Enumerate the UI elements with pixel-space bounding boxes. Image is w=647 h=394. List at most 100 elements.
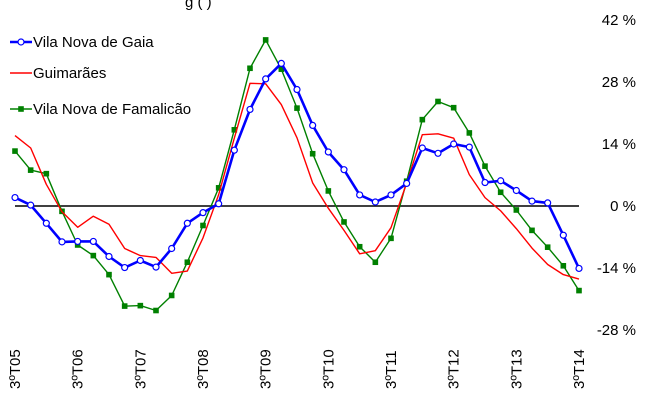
data-point — [513, 207, 520, 213]
data-point — [481, 178, 489, 187]
legend-item: Vila Nova de Famalicão — [10, 101, 191, 118]
legend-label: Vila Nova de Famalicão — [33, 101, 191, 118]
data-point — [74, 237, 82, 246]
y-tick-label: 14 % — [602, 136, 636, 153]
data-point — [27, 167, 34, 173]
series-vila-nova-de-gaia — [11, 59, 583, 273]
data-point — [43, 170, 50, 177]
data-point — [466, 130, 473, 136]
data-point — [12, 148, 18, 154]
data-point — [183, 219, 191, 227]
x-tick-labels: 3ºT05 3ºT06 3ºT07 3ºT08 3ºT09 3ºT10 3ºT11 3ºT12… — [7, 349, 588, 389]
legend-label: Guimarães — [33, 65, 106, 82]
data-point — [528, 197, 536, 205]
data-point — [371, 198, 379, 206]
data-point — [262, 37, 269, 43]
data-point — [544, 244, 551, 250]
data-point — [247, 65, 253, 72]
data-point — [435, 98, 441, 105]
data-point — [89, 237, 97, 246]
legend-marker — [18, 106, 24, 112]
legend-item: Vila Nova de Gaia — [10, 34, 154, 51]
data-point — [418, 144, 426, 152]
data-point — [497, 189, 504, 196]
data-point — [262, 75, 270, 83]
data-point — [105, 252, 113, 261]
x-tick-label: 3ºT09 — [258, 349, 275, 389]
data-point — [42, 219, 50, 227]
data-point — [246, 105, 254, 114]
data-point — [90, 252, 97, 259]
series-line — [14, 62, 581, 269]
data-point — [168, 292, 175, 299]
data-point — [575, 264, 583, 273]
data-point — [482, 163, 488, 169]
data-point — [356, 243, 363, 250]
x-tick-label: 3ºT10 — [320, 349, 337, 389]
data-point — [231, 127, 238, 133]
y-tick-label: 28 % — [602, 74, 636, 91]
data-point — [559, 231, 567, 239]
x-tick-label: 3ºT12 — [446, 349, 463, 389]
data-point — [58, 238, 66, 246]
data-point — [309, 121, 317, 130]
x-tick-label: 3ºT14 — [571, 349, 588, 389]
data-point — [450, 104, 457, 111]
data-point — [137, 302, 144, 309]
data-point — [560, 262, 567, 269]
x-tick-label: 3ºT06 — [70, 349, 87, 389]
data-point — [372, 259, 379, 266]
data-point — [403, 179, 411, 188]
y-tick-labels: 42 % 28 % 14 % 0 % -14 % -28 % — [597, 12, 636, 339]
data-point — [293, 85, 301, 94]
legend-label: Vila Nova de Gaia — [33, 34, 154, 51]
data-point — [153, 307, 159, 314]
data-point — [184, 259, 191, 266]
x-tick-label: 3ºT08 — [195, 349, 212, 389]
data-point — [121, 303, 128, 309]
y-tick-label: 0 % — [610, 198, 636, 215]
x-tick-label: 3ºT11 — [383, 350, 400, 389]
legend-item: Guimarães — [10, 65, 106, 82]
data-point — [387, 191, 395, 199]
series-group — [11, 37, 583, 314]
data-point — [341, 219, 347, 225]
data-point — [215, 200, 223, 208]
data-point — [512, 186, 520, 195]
data-point — [340, 166, 348, 174]
data-point — [309, 150, 316, 157]
data-point — [434, 149, 442, 157]
data-point — [529, 227, 535, 234]
y-tick-label: -28 % — [597, 322, 636, 339]
y-tick-label: 42 % — [602, 12, 636, 29]
x-tick-label: 3ºT05 — [7, 349, 24, 389]
series-guimar-es — [14, 82, 580, 280]
legend: Vila Nova de Gaia Guimarães Vila Nova de F… — [10, 34, 191, 118]
data-point — [278, 66, 285, 72]
y-tick-label: -14 % — [597, 260, 636, 277]
data-point — [324, 148, 332, 156]
data-point — [450, 140, 458, 148]
x-tick-label: 3ºT13 — [508, 349, 525, 389]
data-point — [388, 235, 394, 242]
data-point — [277, 59, 285, 68]
data-point — [465, 143, 473, 151]
series-vila-nova-de-famalic-o — [12, 37, 582, 314]
data-point — [215, 185, 222, 191]
data-point — [576, 287, 582, 294]
series-line — [14, 82, 580, 280]
data-point — [325, 188, 332, 194]
data-point — [152, 263, 160, 271]
data-point — [27, 201, 35, 209]
data-point — [11, 193, 19, 202]
data-point — [294, 105, 300, 111]
data-point — [121, 263, 129, 272]
x-tick-label: 3ºT07 — [132, 349, 149, 389]
chart-title: g ( ) — [185, 0, 212, 11]
data-point — [136, 256, 144, 265]
data-point — [356, 191, 364, 199]
data-point — [106, 271, 112, 278]
data-point — [419, 116, 426, 123]
data-point — [544, 199, 552, 207]
